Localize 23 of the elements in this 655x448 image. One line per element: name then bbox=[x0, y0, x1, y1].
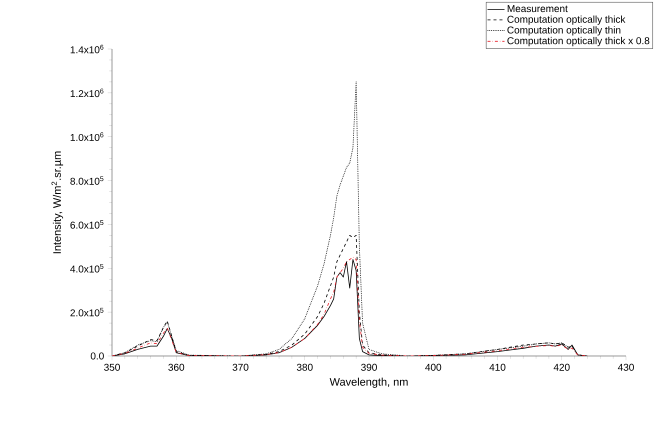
legend-label: Computation optically thick bbox=[507, 16, 626, 25]
x-tick-label: 430 bbox=[618, 364, 634, 371]
x-tick-label: 390 bbox=[361, 364, 377, 371]
x-tick-label: 410 bbox=[489, 364, 506, 371]
y-tick-label: 1.4x10$^{6}$ bbox=[70, 44, 104, 54]
x-axis-title: Wavelength, nm bbox=[330, 378, 408, 388]
x-tick-label: 380 bbox=[296, 364, 313, 371]
y-tick-label: 1.0x10$^{6}$ bbox=[70, 132, 104, 141]
y-tick-label: 1.2x10$^{6}$ bbox=[70, 88, 104, 98]
y-axis-title: Intensity, W/m$^{2}$.sr.µm bbox=[52, 152, 64, 254]
y-tick-label: 0.0 bbox=[90, 352, 104, 360]
y-tick-label: 4.0x10$^{5}$ bbox=[70, 264, 104, 273]
x-tick-label: 370 bbox=[232, 364, 248, 371]
x-tick-label: 420 bbox=[554, 364, 570, 371]
x-tick-label: 400 bbox=[425, 364, 442, 371]
legend-label: Computation optically thin bbox=[507, 26, 620, 36]
x-tick-label: 360 bbox=[168, 364, 184, 371]
y-tick-label: 8.0x10$^{5}$ bbox=[70, 176, 104, 185]
x-tick-label: 350 bbox=[104, 364, 120, 371]
y-tick-label: 2.0x10$^{5}$ bbox=[70, 308, 104, 316]
legend-label: Computation optically thick x 0.8 bbox=[507, 36, 650, 46]
legend-label: Measurement bbox=[508, 5, 568, 12]
y-tick-label: 6.0x10$^{5}$ bbox=[70, 220, 104, 229]
